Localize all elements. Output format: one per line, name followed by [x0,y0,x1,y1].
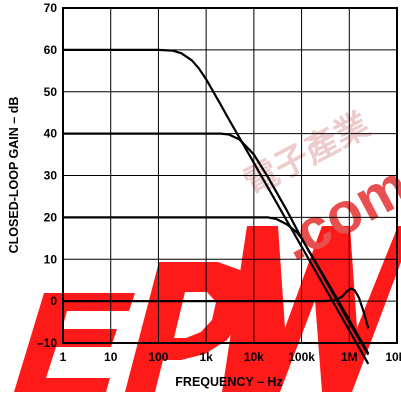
y-tick-label: 20 [44,210,58,224]
x-axis-title: FREQUENCY – Hz [175,375,282,389]
x-tick-label: 1 [60,350,67,364]
y-tick-label: 40 [44,127,58,141]
y-tick-label: –10 [37,336,57,350]
y-tick-label: 0 [50,294,57,308]
y-tick-label: 50 [44,85,58,99]
watermark-logo [14,226,401,392]
x-tick-label: 10M [385,350,401,364]
y-tick-label: 60 [44,43,58,57]
series-group [63,48,370,365]
x-tick-label: 10k [244,350,264,364]
plot-frame [62,7,398,344]
series-line-1 [63,48,370,365]
y-axis-title: CLOSED-LOOP GAIN – dB [7,97,21,254]
y-tick-label: 10 [44,252,58,266]
x-tick-label: 100k [288,350,315,364]
x-tick-labels: 1 10 100 1k 10k 100k 1M 10M [60,350,401,364]
y-tick-label: 30 [44,169,58,183]
x-tick-label: 1M [341,350,358,364]
y-tick-labels: –10 0 10 20 30 40 50 60 70 [37,1,57,350]
x-tick-label: 1k [199,350,213,364]
y-tick-label: 70 [44,1,58,15]
series-line-3 [63,216,370,355]
x-tick-label: 10 [104,350,118,364]
x-tick-label: 100 [148,350,168,364]
watermark: .com 電子產業 [14,105,401,392]
series-line-4 [63,287,370,329]
